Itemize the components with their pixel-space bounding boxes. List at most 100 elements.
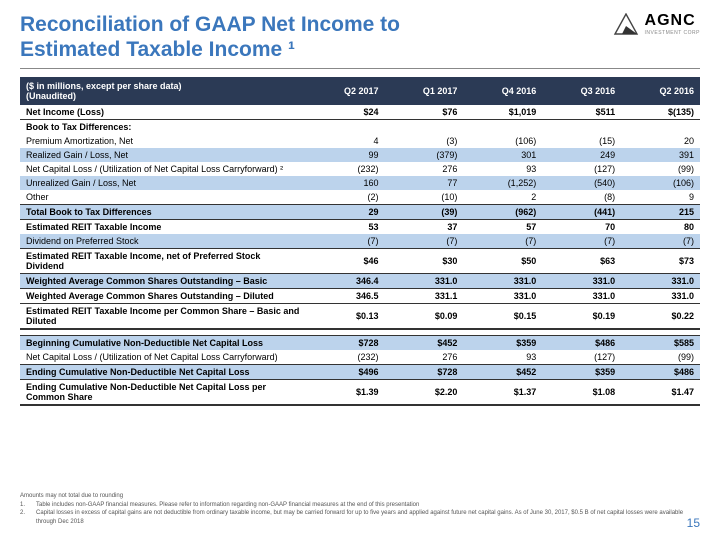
footnote-text: Capital losses in excess of capital gain… bbox=[36, 509, 700, 526]
footnote-item: 1.Table includes non-GAAP financial meas… bbox=[20, 501, 700, 509]
table-cell: 331.1 bbox=[384, 289, 463, 304]
table-cell: 331.0 bbox=[542, 289, 621, 304]
table-cell: (127) bbox=[542, 162, 621, 176]
table-cell: 77 bbox=[384, 176, 463, 190]
table-cell: Realized Gain / Loss, Net bbox=[20, 148, 306, 162]
table-cell: 346.5 bbox=[306, 289, 385, 304]
table-cell: Other bbox=[20, 190, 306, 205]
table-cell: 20 bbox=[621, 134, 700, 148]
table-cell: (2) bbox=[306, 190, 385, 205]
table-cell: $1,019 bbox=[463, 105, 542, 120]
table-cell: $486 bbox=[621, 364, 700, 379]
table-cell: 2 bbox=[463, 190, 542, 205]
table-row: Net Capital Loss / (Utilization of Net C… bbox=[20, 350, 700, 365]
logo-icon bbox=[613, 13, 641, 35]
table-cell: $24 bbox=[306, 105, 385, 120]
table-cell: (7) bbox=[384, 234, 463, 249]
table-cell: Ending Cumulative Non-Deductible Net Cap… bbox=[20, 364, 306, 379]
footnote-item: 2.Capital losses in excess of capital ga… bbox=[20, 509, 700, 526]
table-cell: (99) bbox=[621, 162, 700, 176]
table-cell: (1,252) bbox=[463, 176, 542, 190]
table-cell: 93 bbox=[463, 350, 542, 365]
table-cell: Weighted Average Common Shares Outstandi… bbox=[20, 274, 306, 289]
table-cell: 57 bbox=[463, 220, 542, 235]
footnotes: Amounts may not total due to rounding 1.… bbox=[20, 492, 700, 526]
table-cell: 93 bbox=[463, 162, 542, 176]
table-cell: 29 bbox=[306, 205, 385, 220]
table-row: Other(2)(10)2(8)9 bbox=[20, 190, 700, 205]
table-cell: (232) bbox=[306, 162, 385, 176]
table-cell: (441) bbox=[542, 205, 621, 220]
table-cell: $0.09 bbox=[384, 304, 463, 330]
table-cell: 346.4 bbox=[306, 274, 385, 289]
table-cell: Estimated REIT Taxable Income, net of Pr… bbox=[20, 249, 306, 274]
table-row: Weighted Average Common Shares Outstandi… bbox=[20, 274, 700, 289]
table-cell: $1.39 bbox=[306, 379, 385, 405]
table-cell: 80 bbox=[621, 220, 700, 235]
header-divider bbox=[20, 68, 700, 69]
table-row: Book to Tax Differences: bbox=[20, 120, 700, 135]
table-cell: (127) bbox=[542, 350, 621, 365]
table-cell: 331.0 bbox=[621, 289, 700, 304]
table-cell bbox=[621, 120, 700, 135]
table-cell: $63 bbox=[542, 249, 621, 274]
table-row: Net Capital Loss / (Utilization of Net C… bbox=[20, 162, 700, 176]
table-cell: Net Income (Loss) bbox=[20, 105, 306, 120]
table-cell: (99) bbox=[621, 350, 700, 365]
table-cell: (7) bbox=[542, 234, 621, 249]
table-cell: Unrealized Gain / Loss, Net bbox=[20, 176, 306, 190]
table-row: Premium Amortization, Net4(3)(106)(15)20 bbox=[20, 134, 700, 148]
table-cell: $(135) bbox=[621, 105, 700, 120]
table-cell: $486 bbox=[542, 335, 621, 350]
column-header: ($ in millions, except per share data)(U… bbox=[20, 77, 306, 105]
table-cell: (15) bbox=[542, 134, 621, 148]
table-cell: 9 bbox=[621, 190, 700, 205]
table-cell: (232) bbox=[306, 350, 385, 365]
table-row: Realized Gain / Loss, Net99(379)30124939… bbox=[20, 148, 700, 162]
table-cell: (7) bbox=[621, 234, 700, 249]
table-cell: Beginning Cumulative Non-Deductible Net … bbox=[20, 335, 306, 350]
table-cell: $1.37 bbox=[463, 379, 542, 405]
table-cell: 331.0 bbox=[384, 274, 463, 289]
table-cell: $1.47 bbox=[621, 379, 700, 405]
slide-header: Reconciliation of GAAP Net Income to Est… bbox=[0, 0, 720, 68]
table-cell: Net Capital Loss / (Utilization of Net C… bbox=[20, 350, 306, 365]
table-header: ($ in millions, except per share data)(U… bbox=[20, 77, 700, 105]
table-cell bbox=[542, 120, 621, 135]
table-row: Net Income (Loss)$24$76$1,019$511$(135) bbox=[20, 105, 700, 120]
table-cell: 331.0 bbox=[621, 274, 700, 289]
reconciliation-table-container: ($ in millions, except per share data)(U… bbox=[0, 77, 720, 406]
table-row: Total Book to Tax Differences29(39)(962)… bbox=[20, 205, 700, 220]
table-cell: $1.08 bbox=[542, 379, 621, 405]
table-cell: (8) bbox=[542, 190, 621, 205]
column-header: Q4 2016 bbox=[463, 77, 542, 105]
table-cell: 160 bbox=[306, 176, 385, 190]
table-cell: 4 bbox=[306, 134, 385, 148]
table-cell: 331.0 bbox=[542, 274, 621, 289]
table-cell: $359 bbox=[463, 335, 542, 350]
table-cell bbox=[463, 120, 542, 135]
table-cell: $728 bbox=[384, 364, 463, 379]
table-cell: $0.22 bbox=[621, 304, 700, 330]
table-cell: (106) bbox=[463, 134, 542, 148]
footnote-intro: Amounts may not total due to rounding bbox=[20, 492, 700, 500]
table-cell: 331.0 bbox=[463, 274, 542, 289]
table-body: Net Income (Loss)$24$76$1,019$511$(135)B… bbox=[20, 105, 700, 405]
table-cell: $0.13 bbox=[306, 304, 385, 330]
table-cell: Weighted Average Common Shares Outstandi… bbox=[20, 289, 306, 304]
table-cell: $496 bbox=[306, 364, 385, 379]
table-cell: (3) bbox=[384, 134, 463, 148]
table-row: Ending Cumulative Non-Deductible Net Cap… bbox=[20, 379, 700, 405]
table-cell: $511 bbox=[542, 105, 621, 120]
table-cell: Net Capital Loss / (Utilization of Net C… bbox=[20, 162, 306, 176]
column-header: Q2 2016 bbox=[621, 77, 700, 105]
table-row: Unrealized Gain / Loss, Net16077(1,252)(… bbox=[20, 176, 700, 190]
footnote-text: Table includes non-GAAP financial measur… bbox=[36, 501, 700, 509]
table-cell: (7) bbox=[463, 234, 542, 249]
table-cell: Total Book to Tax Differences bbox=[20, 205, 306, 220]
column-header: Q2 2017 bbox=[306, 77, 385, 105]
table-cell: 99 bbox=[306, 148, 385, 162]
table-cell: Ending Cumulative Non-Deductible Net Cap… bbox=[20, 379, 306, 405]
table-cell: $76 bbox=[384, 105, 463, 120]
table-cell: (39) bbox=[384, 205, 463, 220]
